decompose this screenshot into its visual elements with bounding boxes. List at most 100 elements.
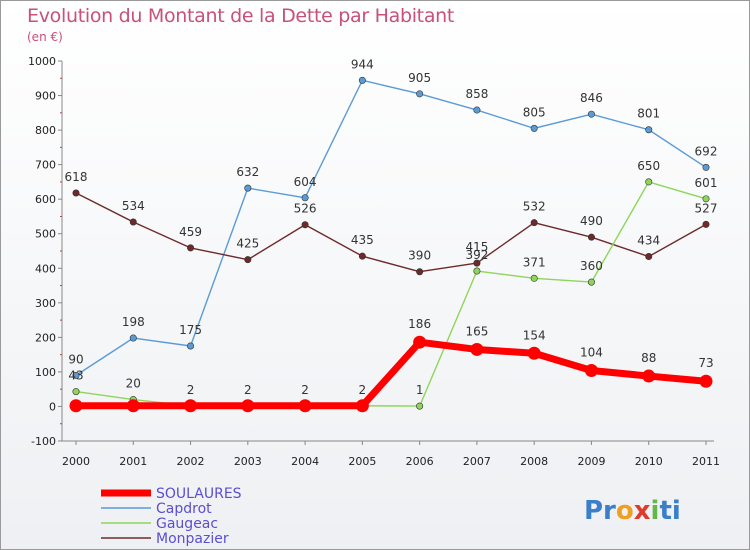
point-gaugeac — [473, 267, 481, 275]
data-label-capdrot: 805 — [523, 105, 546, 119]
point-soulaures — [126, 399, 140, 413]
legend-label-soulaures: SOULAURES — [156, 486, 242, 502]
data-label-gaugeac: 2 — [244, 383, 252, 397]
data-label-monpazier: 390 — [408, 249, 431, 263]
point-gaugeac — [72, 388, 80, 396]
proxiti-logo: Proxiti — [584, 496, 681, 526]
point-capdrot — [587, 110, 595, 118]
data-label-capdrot: 858 — [465, 87, 488, 101]
legend-label-gaugeac: Gaugeac — [156, 516, 218, 532]
y-tick-label: 400 — [35, 262, 56, 275]
point-capdrot — [187, 342, 195, 350]
point-capdrot — [129, 334, 137, 342]
data-label-monpazier: 415 — [465, 240, 488, 254]
x-tick-label: 2002 — [177, 455, 205, 468]
point-soulaures — [699, 374, 713, 388]
y-tick-label: 100 — [35, 366, 56, 379]
y-tick-label: 800 — [35, 124, 56, 137]
data-label-monpazier: 490 — [580, 214, 603, 228]
point-capdrot — [72, 371, 80, 379]
x-tick-label: 2011 — [692, 455, 720, 468]
series-line-soulaures — [72, 338, 710, 410]
data-label-gaugeac: 43 — [68, 369, 83, 383]
axes: -100 0 100 200 300 400 500 600 700 800 900 1000 2000… — [28, 55, 720, 468]
data-label-gaugeac: 20 — [126, 377, 141, 391]
point-monpazier — [358, 252, 366, 260]
data-label-capdrot: 905 — [408, 71, 431, 85]
data-label-monpazier: 434 — [637, 234, 660, 248]
point-soulaures — [241, 399, 255, 413]
data-label-gaugeac: 392 — [465, 248, 488, 262]
data-label-gaugeac: 371 — [523, 255, 546, 269]
chart-title: Evolution du Montant de la Dette par Hab… — [27, 5, 455, 27]
data-label-capdrot: 198 — [122, 315, 145, 329]
point-soulaures — [584, 364, 598, 378]
point-monpazier — [645, 253, 653, 261]
point-monpazier — [473, 259, 481, 267]
data-label-gaugeac: 2 — [359, 383, 367, 397]
legend-label-monpazier: Monpazier — [156, 531, 229, 547]
point-soulaures — [527, 346, 541, 360]
point-gaugeac — [530, 274, 538, 282]
data-label-soulaures: 104 — [580, 346, 603, 360]
data-label-capdrot: 604 — [294, 175, 317, 189]
data-label-capdrot: 944 — [351, 57, 374, 71]
data-label-soulaures: 154 — [523, 328, 546, 342]
data-label-monpazier: 435 — [351, 233, 374, 247]
data-label-monpazier: 532 — [523, 200, 546, 214]
data-label-gaugeac: 601 — [695, 176, 718, 190]
x-tick-label: 2005 — [348, 455, 376, 468]
data-label-gaugeac: 360 — [580, 259, 603, 273]
series-line-monpazier — [75, 192, 707, 273]
point-monpazier — [244, 256, 252, 264]
point-capdrot — [358, 76, 366, 84]
data-label-monpazier: 425 — [236, 237, 259, 251]
data-label-soulaures: 73 — [698, 356, 713, 370]
point-capdrot — [301, 194, 309, 202]
data-label-gaugeac: 2 — [301, 383, 309, 397]
data-label-soulaures: 186 — [408, 317, 431, 331]
point-monpazier — [129, 218, 137, 226]
point-monpazier — [301, 221, 309, 229]
point-soulaures — [355, 399, 369, 413]
point-soulaures — [642, 369, 656, 383]
chart-unit: (en €) — [27, 30, 63, 44]
point-monpazier — [530, 219, 538, 227]
y-tick-label: 700 — [35, 159, 56, 172]
y-tick-label: 900 — [35, 90, 56, 103]
x-tick-label: 2003 — [234, 455, 262, 468]
point-capdrot — [702, 163, 710, 171]
y-tick-label: 1000 — [28, 55, 56, 68]
point-gaugeac — [416, 402, 424, 410]
y-tick-label: 200 — [35, 331, 56, 344]
y-tick-label: 600 — [35, 193, 56, 206]
svg-text:Proxiti: Proxiti — [584, 496, 681, 526]
data-label-capdrot: 632 — [236, 165, 259, 179]
x-tick-label: 2001 — [119, 455, 147, 468]
x-tick-label: 2000 — [62, 455, 90, 468]
x-tick-label: 2010 — [635, 455, 663, 468]
data-label-capdrot: 846 — [580, 91, 603, 105]
y-tick-label: -100 — [31, 435, 56, 448]
x-tick-label: 2007 — [463, 455, 491, 468]
point-soulaures — [184, 399, 198, 413]
data-label-gaugeac: 650 — [637, 159, 660, 173]
y-tick-label: 300 — [35, 297, 56, 310]
point-soulaures — [413, 335, 427, 349]
data-label-soulaures: 88 — [641, 351, 656, 365]
point-capdrot — [530, 124, 538, 132]
data-label-capdrot: 175 — [179, 323, 202, 337]
y-tick-label: 500 — [35, 228, 56, 241]
point-capdrot — [645, 126, 653, 134]
point-soulaures — [470, 342, 484, 356]
y-tick-label: 0 — [49, 400, 56, 413]
data-label-capdrot: 801 — [637, 107, 660, 121]
data-labels: 90 198 175 632 604 944 905 858 805 846 801 692 618 53… — [65, 57, 718, 397]
point-monpazier — [72, 189, 80, 197]
x-tick-label: 2004 — [291, 455, 319, 468]
point-capdrot — [416, 90, 424, 98]
point-capdrot — [473, 106, 481, 114]
